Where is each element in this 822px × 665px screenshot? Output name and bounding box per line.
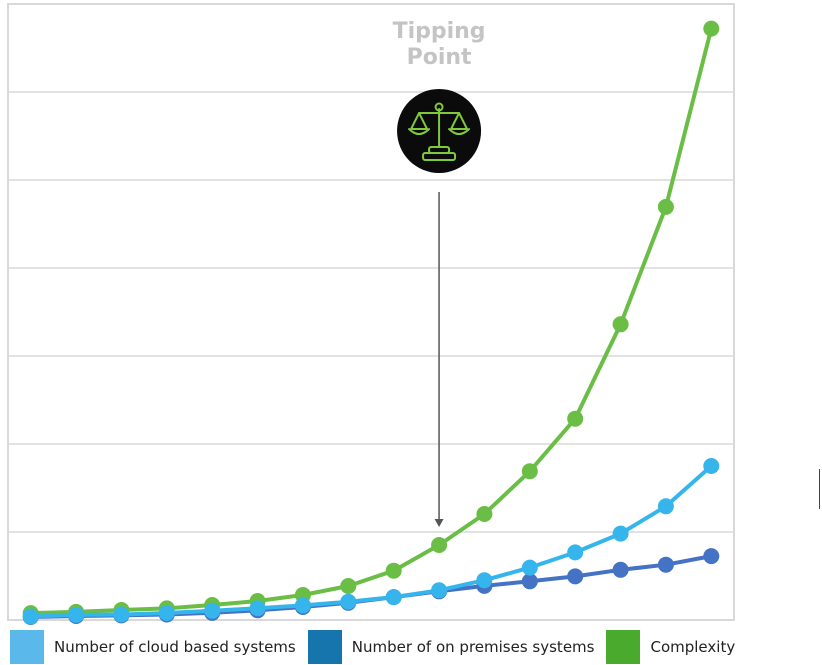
data-point[interactable] [703, 548, 720, 565]
data-point[interactable] [476, 572, 493, 589]
tipping-point-annotation: Tipping Point [393, 19, 486, 528]
edge-mark [819, 469, 820, 509]
data-point[interactable] [113, 606, 130, 623]
scale-icon [397, 89, 482, 173]
data-point[interactable] [431, 537, 448, 553]
legend-swatch-complexity [606, 630, 641, 664]
annotation-arrow-head [434, 519, 444, 528]
data-point[interactable] [22, 608, 39, 625]
data-point[interactable] [521, 559, 538, 576]
data-point[interactable] [657, 198, 674, 215]
legend-item-cloud[interactable]: Number of cloud based systems [10, 630, 296, 664]
legend-label-complexity: Complexity [650, 638, 736, 656]
series-layer [22, 20, 720, 625]
data-point[interactable] [385, 589, 402, 606]
data-point[interactable] [657, 498, 674, 515]
data-point[interactable] [567, 410, 584, 427]
data-point[interactable] [340, 578, 357, 594]
legend-item-on-premises[interactable]: Number of on premises systems [307, 630, 595, 664]
data-point[interactable] [249, 600, 266, 617]
data-point[interactable] [567, 568, 584, 585]
series-line [28, 464, 714, 619]
data-point[interactable] [657, 556, 674, 573]
data-point[interactable] [68, 606, 85, 623]
legend-swatch-cloud [10, 630, 44, 664]
series-line [28, 26, 714, 616]
annotation-text-line2: Point [407, 45, 472, 70]
legend-label-on-premises: Number of on premises systems [351, 638, 595, 656]
data-point[interactable] [703, 458, 720, 474]
data-point[interactable] [340, 593, 357, 610]
legend-item-complexity[interactable]: Complexity [606, 630, 735, 664]
data-point[interactable] [158, 605, 175, 621]
data-point[interactable] [476, 506, 493, 522]
data-point[interactable] [521, 463, 538, 480]
legend: Number of cloud based systems Number of … [10, 630, 810, 664]
data-point[interactable] [612, 525, 629, 542]
legend-swatch-on-premises [307, 630, 342, 664]
data-point[interactable] [521, 573, 538, 590]
data-point[interactable] [612, 561, 629, 578]
data-point[interactable] [385, 562, 402, 579]
data-point[interactable] [703, 20, 720, 37]
plot-frame [7, 3, 735, 621]
legend-label-cloud: Number of cloud based systems [54, 638, 296, 656]
data-point[interactable] [612, 316, 629, 333]
data-point[interactable] [204, 602, 221, 619]
data-point[interactable] [431, 582, 448, 599]
annotation-text-line1: Tipping [393, 19, 486, 44]
data-point[interactable] [567, 544, 584, 561]
series-number-of-cloud-based-systems [22, 458, 720, 625]
data-point[interactable] [294, 597, 311, 614]
